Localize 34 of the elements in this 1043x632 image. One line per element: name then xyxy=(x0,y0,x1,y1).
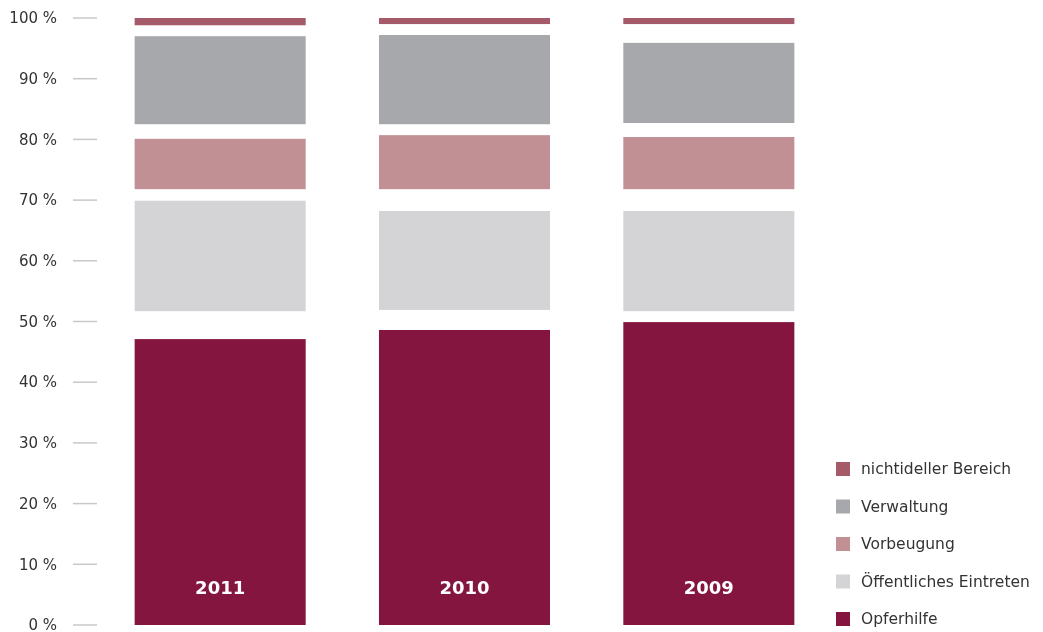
legend-label: Opferhilfe xyxy=(861,610,938,629)
y-tick-label: 70 % xyxy=(18,191,57,210)
bar xyxy=(378,330,551,625)
y-tick-label: 100 % xyxy=(9,9,57,28)
x-tick-label: 2010 xyxy=(439,577,490,599)
y-tick-label: 10 % xyxy=(18,555,57,574)
y-tick-label: 80 % xyxy=(18,130,57,149)
bar xyxy=(378,211,551,310)
x-tick-label: 2011 xyxy=(195,577,246,599)
bar xyxy=(134,200,306,312)
bar xyxy=(623,322,795,625)
y-tick-label: 50 % xyxy=(18,312,57,331)
bar xyxy=(134,36,306,125)
legend-label: Öffentliches Eintreten xyxy=(861,571,1030,591)
bar xyxy=(378,35,551,125)
y-tick-label: 60 % xyxy=(18,252,57,271)
y-tick-label: 90 % xyxy=(18,69,57,88)
bar xyxy=(134,138,306,190)
bar xyxy=(134,339,306,625)
legend-label: Verwaltung xyxy=(861,497,949,516)
y-tick-label: 30 % xyxy=(18,434,57,453)
x-tick-label: 2009 xyxy=(683,577,734,599)
bar xyxy=(378,18,551,25)
bar xyxy=(623,211,795,312)
y-tick-label: 0 % xyxy=(28,616,57,632)
bar xyxy=(623,42,795,124)
legend-label: Vorbeugung xyxy=(861,535,955,554)
bar xyxy=(134,18,306,26)
bar xyxy=(623,136,795,190)
bar xyxy=(623,18,795,25)
bar xyxy=(378,135,551,190)
y-tick-label: 20 % xyxy=(18,494,57,513)
y-tick-label: 40 % xyxy=(18,373,57,392)
legend-label: nichtideller Bereich xyxy=(861,460,1012,479)
